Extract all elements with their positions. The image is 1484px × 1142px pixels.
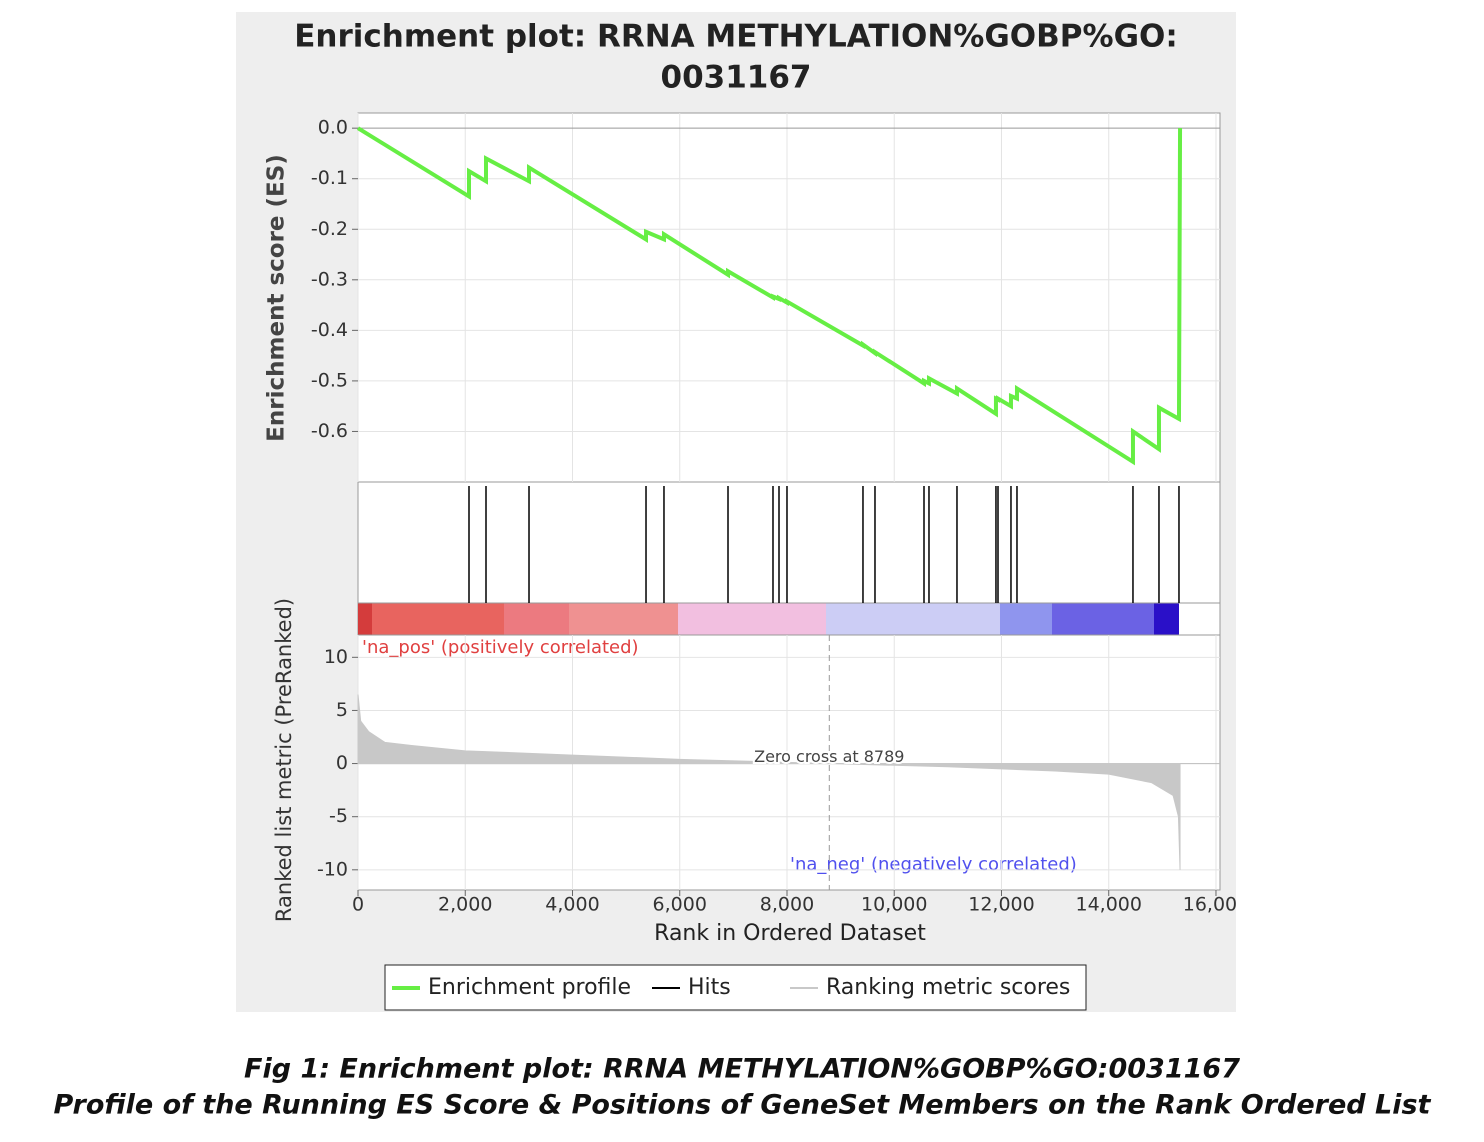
y-tick-label: -0.3: [311, 268, 348, 290]
legend-label: Ranking metric scores: [826, 975, 1070, 1000]
legend-label: Enrichment profile: [428, 975, 631, 1000]
chart-title: Enrichment plot: RRNA METHYLATION%GOBP%G…: [294, 19, 1178, 55]
legend: [384, 964, 1087, 1011]
x-tick-label: 4,000: [545, 894, 599, 916]
x-tick-label: 8,000: [760, 894, 814, 916]
y-tick-label: -0.2: [311, 218, 348, 240]
enrichment-line: [356, 126, 1183, 466]
annotation: Zero cross at 8789: [754, 747, 904, 766]
x-tick-label: 6,000: [653, 894, 707, 916]
y-tick-label: 5: [336, 699, 348, 721]
legend-label: Hits: [688, 975, 731, 1000]
clip-group: 0 2,000 4,000 6,000 8,000 10,000 12,000 14,000 1…: [352, 894, 1249, 916]
y-axis-label: Ranked list metric (PreRanked): [272, 598, 296, 922]
y-tick-label: -10: [317, 858, 348, 880]
annotation: 'na_neg' (negatively correlated): [790, 854, 1077, 875]
caption: Profile of the Running ES Score & Positi…: [54, 1090, 1432, 1121]
x-axis-label: Rank in Ordered Dataset: [654, 921, 926, 946]
x-tick-label: 2,000: [438, 894, 492, 916]
y-tick-label: 10: [324, 646, 348, 668]
y-tick-label: 0: [336, 752, 348, 774]
y-tick-label: -0.1: [311, 167, 348, 189]
color-bar: [358, 603, 1179, 635]
y-tick-label: 0.0: [318, 117, 348, 139]
x-tick-label: 12,000: [968, 894, 1034, 916]
x-tick-label: 14,000: [1075, 894, 1141, 916]
y-tick-label: -0.5: [311, 369, 348, 391]
y-axis-label: Enrichment score (ES): [264, 154, 290, 442]
caption: Fig 1: Enrichment plot: RRNA METHYLATION…: [244, 1054, 1240, 1085]
chart-title: 0031167: [661, 60, 812, 96]
y-tick-label: -5: [329, 805, 348, 827]
x-tick-label: 16,000: [1183, 894, 1249, 916]
y-tick-label: -0.4: [311, 319, 348, 341]
x-tick-label: 0: [352, 894, 364, 916]
y-tick-label: -0.6: [311, 420, 348, 442]
metric-area: [357, 694, 1181, 870]
annotation: 'na_pos' (positively correlated): [362, 637, 639, 658]
x-tick-label: 10,000: [861, 894, 927, 916]
